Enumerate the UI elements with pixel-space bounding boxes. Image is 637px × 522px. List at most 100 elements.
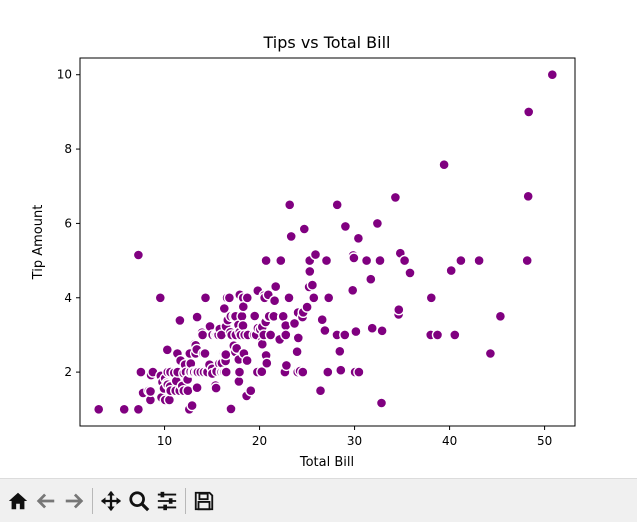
data-point-43: [182, 385, 194, 397]
magnifier-icon: [129, 490, 150, 511]
data-point-6: [154, 292, 167, 304]
data-point-68: [199, 292, 212, 304]
y-axis: 2 4 6 8 10: [57, 68, 80, 379]
data-point-227: [521, 254, 533, 267]
data-point-204: [360, 254, 373, 267]
data-point-209: [375, 397, 388, 409]
data-point-60: [191, 311, 203, 323]
data-point-137: [256, 366, 268, 378]
data-point-118: [236, 310, 248, 322]
data-point-190: [323, 292, 335, 304]
navigation-toolbar: [0, 478, 637, 522]
data-point-67: [199, 347, 211, 360]
scatter-plot: Tips vs Total Bill 10 20 30 40 50 2 4 6 8 10 Tot…: [31, 33, 576, 470]
data-point-131: [248, 310, 261, 322]
data-point-197: [347, 284, 359, 296]
data-point-156: [275, 254, 287, 267]
data-point-205: [365, 273, 377, 285]
data-point-126: [241, 354, 253, 367]
chart-title: Tips vs Total Bill: [263, 33, 391, 52]
data-point-230: [546, 68, 558, 81]
data-point-182: [309, 248, 322, 261]
data-point-215: [398, 254, 411, 267]
floppy-disk-icon: [194, 491, 214, 510]
data-point-201: [350, 325, 362, 338]
data-point-167: [291, 346, 303, 358]
data-point-193: [334, 345, 346, 357]
forward-button[interactable]: [62, 489, 86, 513]
data-point-103: [225, 403, 237, 415]
data-point-0: [92, 403, 105, 415]
data-point-216: [404, 267, 416, 279]
data-point-183: [314, 385, 327, 397]
data-point-196: [339, 220, 352, 233]
x-tick-label: 40: [442, 434, 457, 448]
data-point-78: [210, 382, 222, 394]
x-axis: 10 20 30 40 50: [157, 426, 552, 448]
data-point-59: [191, 382, 203, 394]
data-point-2: [132, 403, 145, 415]
data-point-194: [335, 364, 347, 376]
data-point-218: [425, 292, 437, 304]
data-point-161: [280, 329, 292, 341]
zoom-button[interactable]: [127, 489, 151, 513]
data-point-221: [445, 264, 457, 277]
data-point-25: [163, 394, 176, 406]
data-point-113: [233, 375, 245, 388]
data-point-224: [473, 254, 485, 267]
data-point-180: [306, 279, 319, 291]
data-point-229: [523, 106, 535, 118]
data-point-11: [144, 385, 157, 398]
toolbar-separator: [185, 487, 186, 514]
plot-frame: [79, 57, 576, 427]
toolbar-separator: [92, 487, 93, 514]
figure: Tips vs Total Bill 10 20 30 40 50 2 4 6 8 10 Tot…: [31, 33, 576, 470]
y-tick-label: 2: [64, 365, 72, 379]
data-point-225: [484, 347, 497, 360]
back-button[interactable]: [34, 489, 58, 513]
y-tick-label: 6: [64, 216, 72, 230]
data-point-181: [308, 292, 320, 304]
data-point-158: [277, 310, 289, 322]
data-point-35: [174, 314, 186, 327]
data-point-5: [132, 249, 145, 261]
data-point-179: [304, 265, 316, 278]
back-arrow-icon: [36, 493, 55, 508]
data-point-188: [322, 366, 334, 378]
data-point-114: [233, 366, 246, 378]
data-point-176: [301, 301, 313, 313]
data-point-186: [319, 324, 331, 337]
sliders-icon: [157, 491, 177, 510]
save-button[interactable]: [192, 489, 216, 513]
data-point-164: [284, 199, 296, 211]
data-point-220: [438, 158, 450, 171]
data-point-91: [218, 302, 231, 315]
data-point-195: [339, 329, 351, 341]
configure-subplots-button[interactable]: [155, 489, 179, 513]
data-point-21: [161, 344, 174, 356]
x-tick-label: 30: [347, 434, 362, 448]
data-point-187: [320, 254, 333, 267]
home-icon: [8, 492, 28, 509]
x-axis-label: Total Bill: [299, 455, 354, 470]
data-point-50: [186, 399, 198, 412]
data-point-202: [352, 232, 365, 245]
x-tick-label: 20: [252, 434, 267, 448]
data-point-165: [285, 230, 297, 243]
data-point-210: [376, 325, 388, 337]
plot-area: [80, 58, 575, 426]
x-tick-label: 10: [157, 434, 172, 448]
data-point-222: [449, 329, 461, 341]
data-point-95: [220, 348, 232, 361]
y-tick-label: 10: [57, 68, 72, 82]
data-point-129: [245, 385, 257, 397]
home-button[interactable]: [6, 489, 30, 513]
data-point-175: [298, 223, 310, 235]
pan-button[interactable]: [99, 489, 123, 513]
move-icon: [100, 490, 122, 511]
data-point-207: [371, 217, 384, 230]
data-point-97: [220, 366, 232, 378]
data-point-219: [431, 329, 444, 341]
data-point-7: [135, 366, 147, 378]
data-point-199: [348, 252, 360, 264]
